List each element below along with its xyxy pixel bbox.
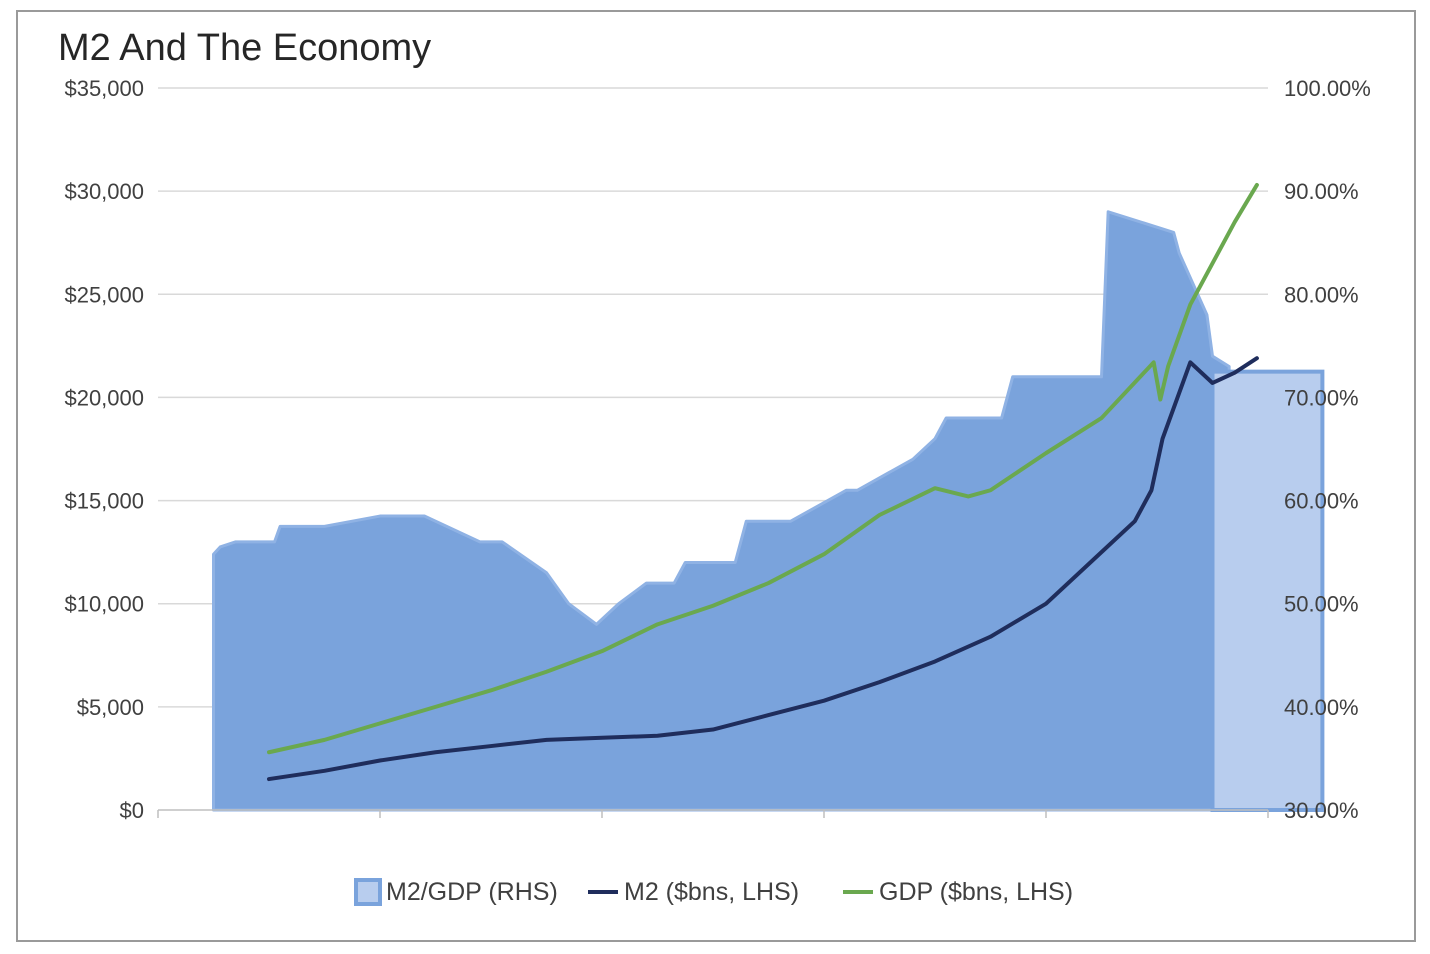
- chart-frame: M2 And The Economy $0 $5,000 $10,000 $15,00…: [16, 10, 1416, 942]
- m2-gdp-area: [212, 210, 1231, 812]
- legend: M2/GDP (RHS) M2 ($bns, LHS) GDP ($bns, LHS…: [354, 878, 1073, 906]
- m2-line: [267, 356, 1259, 782]
- legend-label: GDP ($bns, LHS): [879, 878, 1073, 906]
- line-series-layer: [267, 182, 1259, 782]
- legend-item: M2/GDP (RHS): [354, 878, 558, 906]
- y-right-tick-label: 40.00%: [1284, 695, 1359, 720]
- legend-swatch-box: [354, 878, 382, 906]
- y-left-tick-label: $30,000: [64, 179, 144, 204]
- y-left-tick-label: $35,000: [64, 76, 144, 101]
- y-left-tick-label: $0: [120, 798, 144, 823]
- axes: $0 $5,000 $10,000 $15,000 $20,000 $25,000 $30,…: [64, 76, 1370, 823]
- y-right-tick-label: 80.00%: [1284, 282, 1359, 307]
- chart-title: M2 And The Economy: [58, 27, 431, 69]
- legend-item: M2 ($bns, LHS): [588, 878, 799, 906]
- legend-label: M2 ($bns, LHS): [624, 878, 799, 906]
- y-right-tick-label: 90.00%: [1284, 179, 1359, 204]
- chart-svg: M2 And The Economy $0 $5,000 $10,000 $15,00…: [58, 27, 1371, 906]
- y-right-tick-label: 30.00%: [1284, 798, 1359, 823]
- y-left-tick-label: $20,000: [64, 385, 144, 410]
- area-series-layer: [212, 210, 1325, 812]
- y-left-tick-label: $10,000: [64, 592, 144, 617]
- y-left-tick-label: $5,000: [77, 695, 144, 720]
- legend-label: M2/GDP (RHS): [386, 878, 558, 906]
- y-right-tick-label: 50.00%: [1284, 592, 1359, 617]
- y-left-tick-label: $25,000: [64, 282, 144, 307]
- y-right-tick-label: 100.00%: [1284, 76, 1371, 101]
- legend-item: GDP ($bns, LHS): [843, 878, 1073, 906]
- y-right-tick-label: 60.00%: [1284, 489, 1359, 514]
- y-right-tick-label: 70.00%: [1284, 385, 1359, 410]
- y-left-tick-label: $15,000: [64, 489, 144, 514]
- gdp-line: [267, 182, 1259, 755]
